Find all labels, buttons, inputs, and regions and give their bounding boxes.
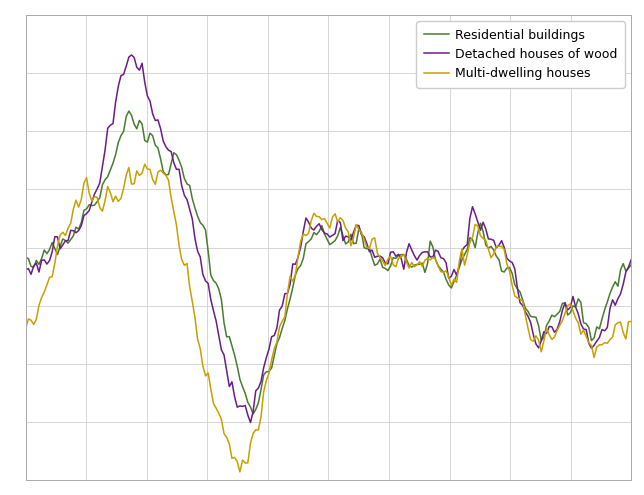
Residential buildings bbox=[506, 264, 513, 270]
Residential buildings bbox=[136, 117, 144, 123]
Detached houses of wood bbox=[506, 258, 513, 264]
Residential buildings bbox=[231, 352, 238, 358]
Residential buildings bbox=[587, 338, 595, 344]
Line: Residential buildings: Residential buildings bbox=[26, 111, 631, 414]
Legend: Residential buildings, Detached houses of wood, Multi-dwelling houses: Residential buildings, Detached houses o… bbox=[416, 21, 625, 88]
Multi-dwelling houses bbox=[231, 454, 238, 460]
Multi-dwelling houses bbox=[141, 161, 149, 167]
Residential buildings bbox=[487, 244, 495, 249]
Residential buildings bbox=[249, 411, 257, 417]
Multi-dwelling houses bbox=[506, 268, 513, 274]
Detached houses of wood bbox=[519, 302, 527, 308]
Multi-dwelling houses bbox=[587, 343, 595, 348]
Line: Multi-dwelling houses: Multi-dwelling houses bbox=[26, 164, 631, 472]
Detached houses of wood bbox=[487, 236, 495, 242]
Detached houses of wood bbox=[136, 67, 144, 73]
Multi-dwelling houses bbox=[487, 255, 495, 261]
Multi-dwelling houses bbox=[627, 318, 635, 324]
Detached houses of wood bbox=[247, 420, 254, 426]
Multi-dwelling houses bbox=[519, 298, 527, 304]
Multi-dwelling houses bbox=[22, 325, 30, 331]
Residential buildings bbox=[627, 262, 635, 268]
Residential buildings bbox=[519, 297, 527, 303]
Detached houses of wood bbox=[587, 346, 595, 351]
Multi-dwelling houses bbox=[133, 168, 140, 174]
Detached houses of wood bbox=[231, 394, 238, 399]
Detached houses of wood bbox=[22, 267, 30, 273]
Detached houses of wood bbox=[128, 52, 135, 58]
Residential buildings bbox=[22, 254, 30, 260]
Line: Detached houses of wood: Detached houses of wood bbox=[26, 55, 631, 423]
Multi-dwelling houses bbox=[236, 469, 243, 475]
Detached houses of wood bbox=[627, 257, 635, 263]
Residential buildings bbox=[125, 108, 133, 114]
